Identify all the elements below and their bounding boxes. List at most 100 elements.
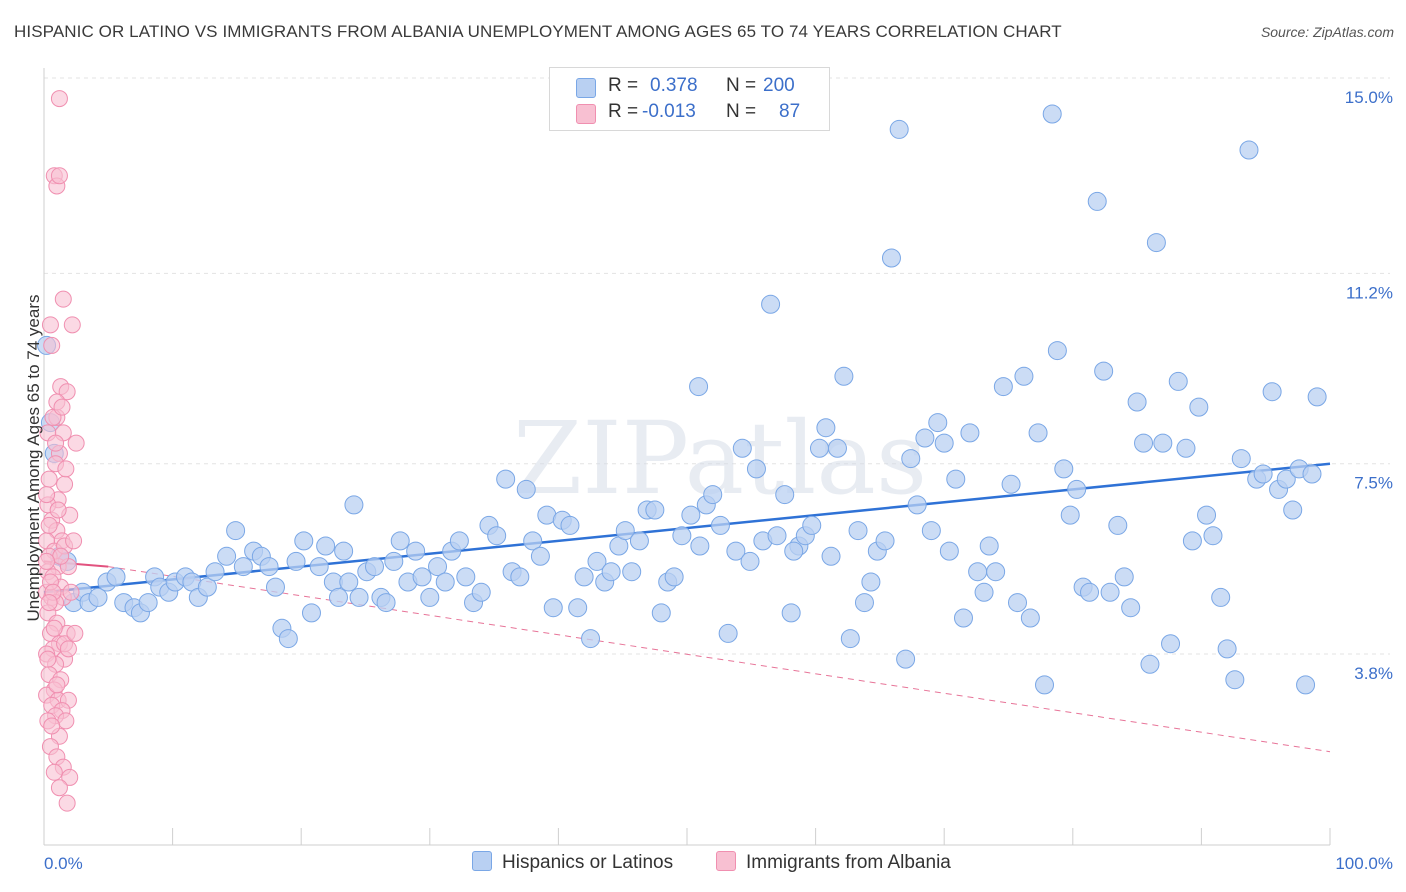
data-point-hispanic bbox=[979, 536, 999, 556]
data-point-hispanic bbox=[259, 557, 279, 577]
data-point-albania bbox=[43, 336, 61, 354]
data-point-albania bbox=[66, 624, 84, 642]
y-tick-label: 15.0% bbox=[1345, 88, 1393, 107]
data-point-hispanic bbox=[840, 629, 860, 649]
data-point-hispanic bbox=[1239, 140, 1259, 160]
gridlines bbox=[44, 77, 1390, 655]
data-point-hispanic bbox=[523, 531, 543, 551]
data-point-hispanic bbox=[197, 577, 217, 597]
data-point-hispanic bbox=[1211, 587, 1231, 607]
data-point-albania bbox=[41, 316, 59, 334]
y-tick-label: 11.2% bbox=[1346, 283, 1393, 302]
data-point-hispanic bbox=[928, 413, 948, 433]
data-point-hispanic bbox=[1153, 433, 1173, 453]
legend-r-value: -0.013 bbox=[642, 101, 696, 122]
data-point-albania bbox=[56, 475, 74, 493]
data-point-hispanic bbox=[681, 505, 701, 525]
data-point-hispanic bbox=[278, 629, 298, 649]
data-point-hispanic bbox=[1203, 526, 1223, 546]
legend-n-value: 87 bbox=[779, 101, 801, 122]
x-tick-label: 0.0% bbox=[44, 854, 83, 873]
data-point-hispanic bbox=[854, 593, 874, 613]
data-point-hispanic bbox=[1231, 449, 1251, 469]
data-point-hispanic bbox=[88, 587, 108, 607]
data-point-albania bbox=[53, 398, 71, 416]
data-point-hispanic bbox=[629, 531, 649, 551]
data-point-hispanic bbox=[365, 557, 385, 577]
data-point-hispanic bbox=[1047, 341, 1067, 361]
data-point-hispanic bbox=[726, 541, 746, 561]
data-point-hispanic bbox=[1020, 608, 1040, 628]
data-point-hispanic bbox=[344, 495, 364, 515]
data-point-hispanic bbox=[516, 479, 536, 499]
data-point-hispanic bbox=[901, 449, 921, 469]
data-point-hispanic bbox=[1035, 675, 1055, 695]
data-point-albania bbox=[48, 676, 66, 694]
data-point-hispanic bbox=[993, 377, 1013, 397]
legend-swatch-pink bbox=[576, 104, 596, 124]
data-point-hispanic bbox=[689, 377, 709, 397]
data-point-hispanic bbox=[316, 536, 336, 556]
data-point-hispanic bbox=[1100, 582, 1120, 602]
data-point-hispanic bbox=[384, 551, 404, 571]
data-point-hispanic bbox=[821, 546, 841, 566]
data-point-albania bbox=[50, 90, 68, 108]
data-point-hispanic bbox=[1094, 361, 1114, 381]
data-point-hispanic bbox=[217, 546, 237, 566]
data-point-hispanic bbox=[587, 551, 607, 571]
bottom-legend-label: Immigrants from Albania bbox=[746, 852, 951, 873]
data-point-hispanic bbox=[435, 572, 455, 592]
data-point-hispanic bbox=[986, 562, 1006, 582]
data-point-hispanic bbox=[1042, 104, 1062, 124]
data-point-hispanic bbox=[428, 557, 448, 577]
data-point-hispanic bbox=[449, 531, 469, 551]
data-point-albania bbox=[52, 547, 70, 565]
data-point-albania bbox=[43, 717, 61, 735]
data-point-hispanic bbox=[265, 577, 285, 597]
data-point-hispanic bbox=[816, 418, 836, 438]
data-point-hispanic bbox=[1127, 392, 1147, 412]
data-point-hispanic bbox=[1189, 397, 1209, 417]
data-point-hispanic bbox=[581, 629, 601, 649]
data-point-albania bbox=[63, 316, 81, 334]
data-point-albania bbox=[54, 290, 72, 308]
y-tick-labels: 3.8% 7.5% 11.2% 15.0% bbox=[1345, 88, 1393, 683]
data-point-albania bbox=[58, 794, 76, 812]
data-point-albania bbox=[57, 712, 75, 730]
data-point-hispanic bbox=[775, 485, 795, 505]
data-point-albania bbox=[57, 460, 75, 478]
data-point-hispanic bbox=[827, 438, 847, 458]
legend-n-label: N = bbox=[726, 75, 757, 96]
data-point-hispanic bbox=[718, 623, 738, 643]
data-point-albania bbox=[40, 516, 58, 534]
data-point-albania bbox=[45, 619, 63, 637]
data-point-hispanic bbox=[487, 526, 507, 546]
data-point-hispanic bbox=[974, 582, 994, 602]
data-point-hispanic bbox=[574, 567, 594, 587]
y-tick-label: 3.8% bbox=[1354, 664, 1393, 683]
data-point-hispanic bbox=[328, 587, 348, 607]
data-point-hispanic bbox=[412, 567, 432, 587]
data-point-hispanic bbox=[1140, 654, 1160, 674]
data-point-albania bbox=[40, 594, 58, 612]
data-point-hispanic bbox=[651, 603, 671, 623]
x-tick-label: 100.0% bbox=[1335, 854, 1393, 873]
legend-r-label: R = bbox=[608, 101, 639, 122]
data-point-hispanic bbox=[746, 459, 766, 479]
data-point-hispanic bbox=[1262, 382, 1282, 402]
data-point-albania bbox=[38, 552, 56, 570]
legend-n-label: N = bbox=[726, 101, 757, 122]
data-point-albania bbox=[59, 640, 77, 658]
bottom-legend-swatch-pink bbox=[716, 851, 736, 871]
data-point-hispanic bbox=[226, 521, 246, 541]
data-point-hispanic bbox=[1054, 459, 1074, 479]
legend-row-albania: R = -0.013 N = 87 bbox=[550, 100, 829, 126]
data-point-hispanic bbox=[1283, 500, 1303, 520]
data-point-hispanic bbox=[309, 557, 329, 577]
data-point-hispanic bbox=[138, 593, 158, 613]
data-point-hispanic bbox=[294, 531, 314, 551]
data-point-albania bbox=[38, 486, 56, 504]
y-axis-label: Unemployment Among Ages 65 to 74 years bbox=[24, 294, 43, 622]
data-point-hispanic bbox=[1001, 474, 1021, 494]
